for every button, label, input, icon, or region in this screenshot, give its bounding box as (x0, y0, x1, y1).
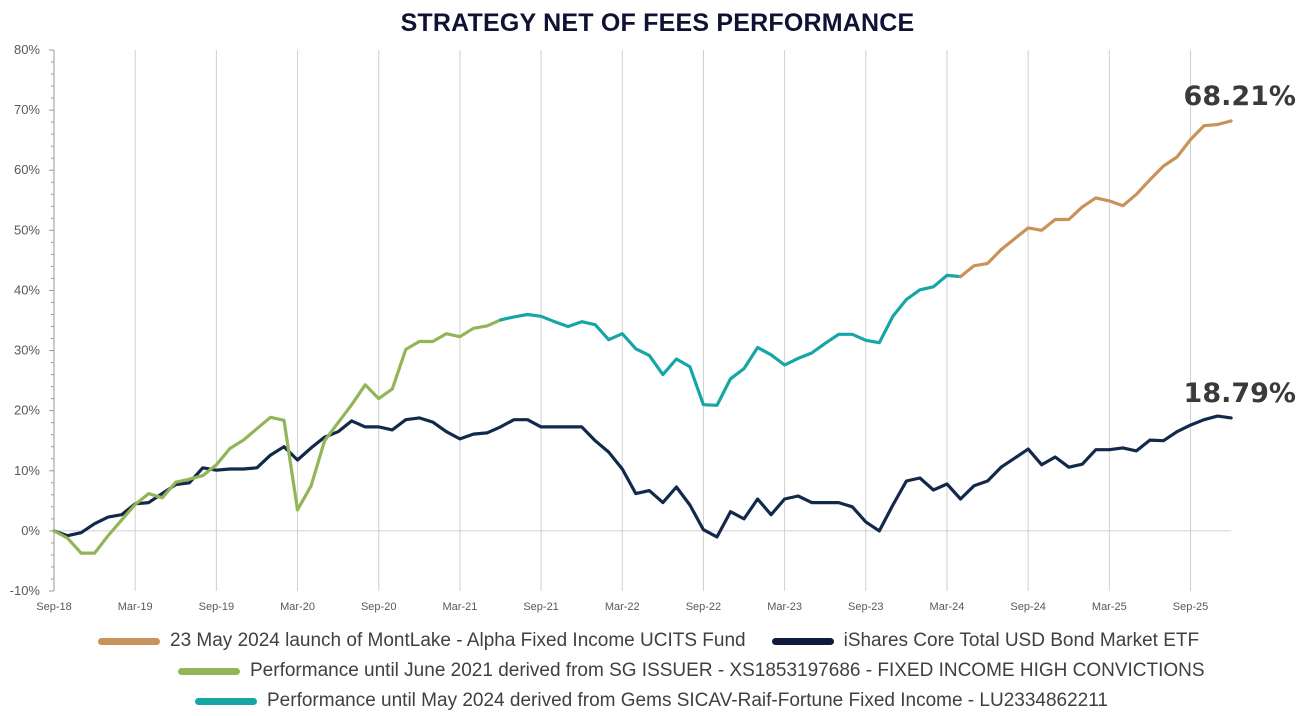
x-tick-label: Mar-21 (442, 601, 477, 613)
x-tick-label: Sep-20 (361, 601, 396, 613)
x-tick-label: Mar-24 (930, 601, 965, 613)
y-tick-label: 0% (21, 523, 40, 538)
x-tick-label: Mar-19 (118, 601, 153, 613)
series-line-sg-issuer (52, 318, 503, 555)
legend-swatch-ishares (771, 637, 834, 645)
x-tick-label: Sep-19 (199, 601, 234, 613)
end-label-ishares: 18.79% (1184, 378, 1296, 409)
legend-row-3: Performance until May 2024 derived from … (195, 690, 1108, 712)
legend-item-sg-issuer[interactable]: Performance until June 2021 derived from… (178, 660, 1205, 682)
x-tick-label: Sep-25 (1173, 601, 1208, 613)
legend-item-ishares[interactable]: iShares Core Total USD Bond Market ETF (771, 630, 1200, 652)
y-tick-label: 50% (14, 222, 40, 237)
legend-label-ishares: iShares Core Total USD Bond Market ETF (843, 630, 1200, 651)
legend-swatch-montlake (98, 637, 160, 645)
legend-swatch-sg-issuer (178, 667, 240, 675)
line-chart: Sep-18 Mar-19 Sep-19 Mar-20 Sep-20 Mar-21 Sep-… (10, 42, 1296, 613)
y-tick-label: 20% (14, 403, 40, 418)
legend-label-sg-issuer: Performance until June 2021 derived from… (250, 660, 1205, 681)
chart-title: STRATEGY NET OF FEES PERFORMANCE (400, 9, 915, 37)
legend-swatch-gems (195, 697, 257, 705)
x-tick-label: Sep-21 (523, 601, 558, 613)
legend-row-1: 23 May 2024 launch of MontLake - Alpha F… (98, 630, 1199, 652)
x-tick-label: Mar-20 (280, 601, 315, 613)
legend-item-montlake[interactable]: 23 May 2024 launch of MontLake - Alpha F… (98, 630, 746, 652)
end-label-montlake: 68.21% (1184, 81, 1296, 112)
series-line-gems (498, 273, 963, 407)
legend-label-gems: Performance until May 2024 derived from … (267, 690, 1108, 711)
y-tick-label: 10% (14, 463, 40, 478)
x-tick-label: Sep-23 (848, 601, 883, 613)
y-tick-label: 80% (14, 42, 40, 57)
y-tick-label: 30% (14, 343, 40, 358)
x-tick-label: Mar-22 (605, 601, 640, 613)
series-lines (52, 119, 1233, 555)
y-tick-label: 60% (14, 162, 40, 177)
x-tick-label: Mar-25 (1092, 601, 1127, 613)
y-tick-label: -10% (10, 583, 41, 598)
x-tick-label: Sep-24 (1010, 601, 1045, 613)
gridlines (54, 50, 1232, 591)
x-tick-label: Sep-18 (36, 601, 71, 613)
legend-item-gems[interactable]: Performance until May 2024 derived from … (195, 690, 1108, 712)
annotations: 68.21% 18.79% (1184, 81, 1296, 409)
legend-row-2: Performance until June 2021 derived from… (178, 660, 1205, 682)
x-tick-label: Mar-23 (767, 601, 802, 613)
y-tick-label: 40% (14, 282, 40, 297)
x-tick-label: Sep-22 (686, 601, 721, 613)
series-line-ishares (52, 414, 1233, 539)
legend-label-montlake: 23 May 2024 launch of MontLake - Alpha F… (170, 630, 746, 651)
y-tick-label: 70% (14, 102, 40, 117)
axes: Sep-18 Mar-19 Sep-19 Mar-20 Sep-20 Mar-21 Sep-… (10, 42, 1209, 613)
